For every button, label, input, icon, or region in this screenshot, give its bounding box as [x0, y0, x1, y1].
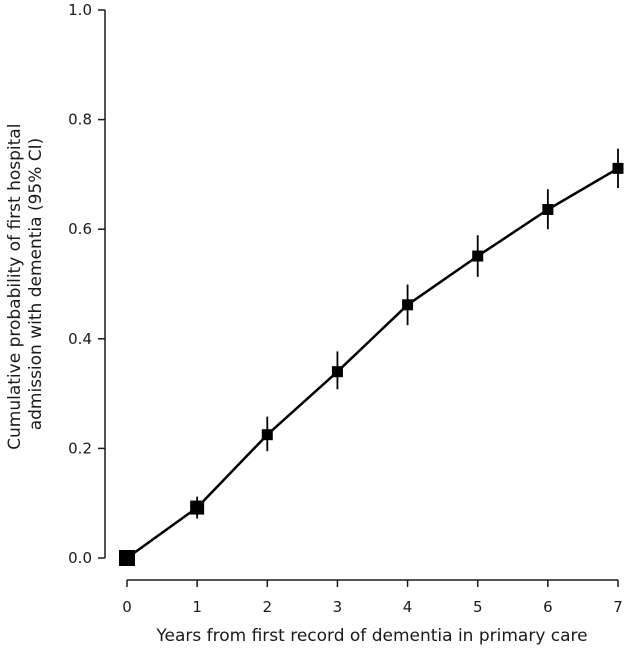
y-tick-label: 0.8	[68, 111, 92, 129]
data-point	[261, 429, 273, 441]
data-point	[190, 500, 205, 515]
y-ticks: 0.0 0.2 0.4 0.6 0.8 1.0	[68, 1, 105, 567]
y-tick-label: 0.6	[68, 220, 92, 238]
x-tick-label: 2	[263, 598, 273, 616]
y-tick-label: 0.2	[68, 439, 92, 457]
data-point	[402, 299, 414, 311]
data-point	[542, 203, 554, 215]
data-point	[119, 550, 135, 566]
data-point	[331, 366, 343, 378]
y-axis-title-line-2: admission with dementia (95% CI)	[26, 138, 46, 431]
data-point	[472, 250, 484, 262]
series-line	[126, 167, 619, 560]
y-tick-label: 0.4	[68, 330, 92, 348]
y-axis: 0.0 0.2 0.4 0.6 0.8 1.0	[68, 1, 106, 567]
y-axis-title-line-1: Cumulative probability of first hospital	[5, 124, 25, 450]
y-tick-label: 1.0	[68, 1, 92, 19]
x-axis-title: Years from first record of dementia in p…	[155, 626, 587, 646]
x-tick-label: 4	[403, 598, 413, 616]
x-tick-label: 3	[333, 598, 343, 616]
data-point	[612, 162, 624, 174]
plot-area	[119, 148, 624, 566]
x-axis: 0 1 2 3 4 5 6 7	[122, 579, 623, 616]
y-tick-label: 0.0	[68, 549, 92, 567]
x-tick-label: 7	[613, 598, 623, 616]
y-axis-title: Cumulative probability of first hospital…	[5, 118, 46, 450]
x-tick-label: 1	[192, 598, 202, 616]
x-tick-label: 5	[473, 598, 483, 616]
x-tick-label: 6	[543, 598, 553, 616]
x-tick-label: 0	[122, 598, 132, 616]
x-ticks: 0 1 2 3 4 5 6 7	[122, 580, 623, 616]
